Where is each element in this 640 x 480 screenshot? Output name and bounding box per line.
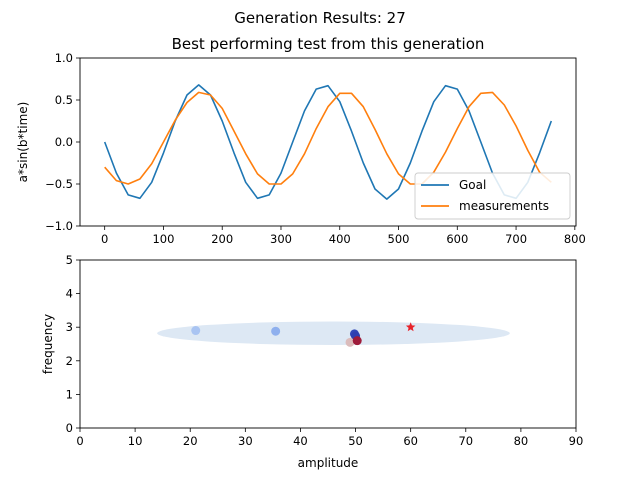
- bottom-chart-ytick-label: 4: [66, 287, 73, 301]
- top-chart-xtick-label: 300: [270, 232, 292, 246]
- figure-suptitle: Generation Results: 27: [234, 9, 406, 27]
- bottom-chart-xtick-label: 90: [569, 434, 584, 448]
- top-chart-ytick-label: −0.5: [45, 177, 73, 191]
- legend-box: [414, 172, 571, 220]
- top-chart-xtick-label: 700: [505, 232, 527, 246]
- top-chart-xtick-label: 200: [211, 232, 233, 246]
- bottom-chart-xtick-label: 80: [514, 434, 529, 448]
- scatter-point: [345, 337, 355, 347]
- bottom-chart-ytick-label: 1: [66, 387, 73, 401]
- bottom-chart-ylabel: frequency: [41, 314, 55, 374]
- top-chart-frame: [79, 57, 577, 227]
- bottom-chart-xtick-label: 20: [183, 434, 198, 448]
- bottom-chart-xtick-label: 0: [76, 434, 83, 448]
- bottom-chart-xtick-label: 50: [348, 434, 363, 448]
- legend-label: Goal: [459, 178, 486, 192]
- bottom-chart-xtick-label: 60: [403, 434, 418, 448]
- bottom-chart-ticks: 0 10 20 30 40 50 60 70 80 90 0 1 2 3 4 5: [66, 253, 584, 448]
- scatter-point: [271, 326, 281, 336]
- target-star-point: [405, 322, 416, 332]
- bottom-chart-xlabel: amplitude: [298, 456, 359, 470]
- scatter-point: [352, 336, 362, 346]
- top-chart-ticks: 0 100 200 300 400 500 600 700 800 −1.0 −0.5 0.0 0.5 1…: [45, 51, 586, 246]
- bottom-chart-points: [191, 322, 416, 347]
- top-chart-title: Best performing test from this generatio…: [172, 35, 485, 53]
- top-chart-series: [103, 84, 553, 200]
- top-chart-legend: Goal measurements: [414, 172, 571, 220]
- bottom-chart-ytick-label: 5: [66, 253, 73, 267]
- bottom-chart-ytick-label: 3: [66, 320, 73, 334]
- top-chart-ylabel: a*sin(b*time): [16, 102, 30, 183]
- bottom-chart-distribution-ellipse: [157, 321, 510, 346]
- top-chart-xtick-label: 400: [329, 232, 351, 246]
- top-chart-xtick-label: 100: [152, 232, 174, 246]
- top-chart-ytick-label: 1.0: [55, 51, 73, 65]
- top-chart-ytick-label: 0.0: [55, 135, 73, 149]
- scatter-point: [191, 326, 201, 336]
- bottom-scatter-chart: amplitude frequency 0 10 20 30 40 50 60 70 80 900…: [41, 253, 583, 470]
- series-line-measurements: [104, 91, 552, 185]
- bottom-chart-ytick-label: 0: [66, 421, 73, 435]
- series-line-goal: [103, 84, 553, 200]
- bottom-chart-xtick-label: 10: [128, 434, 143, 448]
- top-chart-ytick-label: 0.5: [55, 93, 73, 107]
- top-line-chart: Best performing test from this generatio…: [16, 35, 586, 246]
- top-chart-xtick-label: 800: [564, 232, 586, 246]
- legend-label: measurements: [459, 199, 549, 213]
- bottom-chart-xtick-label: 40: [293, 434, 308, 448]
- distribution-ellipse: [157, 321, 510, 346]
- bottom-chart-xtick-label: 30: [238, 434, 253, 448]
- top-chart-xtick-label: 500: [388, 232, 410, 246]
- top-chart-xtick-label: 600: [446, 232, 468, 246]
- bottom-chart-frame: [79, 259, 577, 429]
- top-chart-xtick-label: 0: [101, 232, 108, 246]
- bottom-chart-xtick-label: 70: [458, 434, 473, 448]
- bottom-chart-ytick-label: 2: [66, 354, 73, 368]
- top-chart-ytick-label: −1.0: [45, 219, 73, 233]
